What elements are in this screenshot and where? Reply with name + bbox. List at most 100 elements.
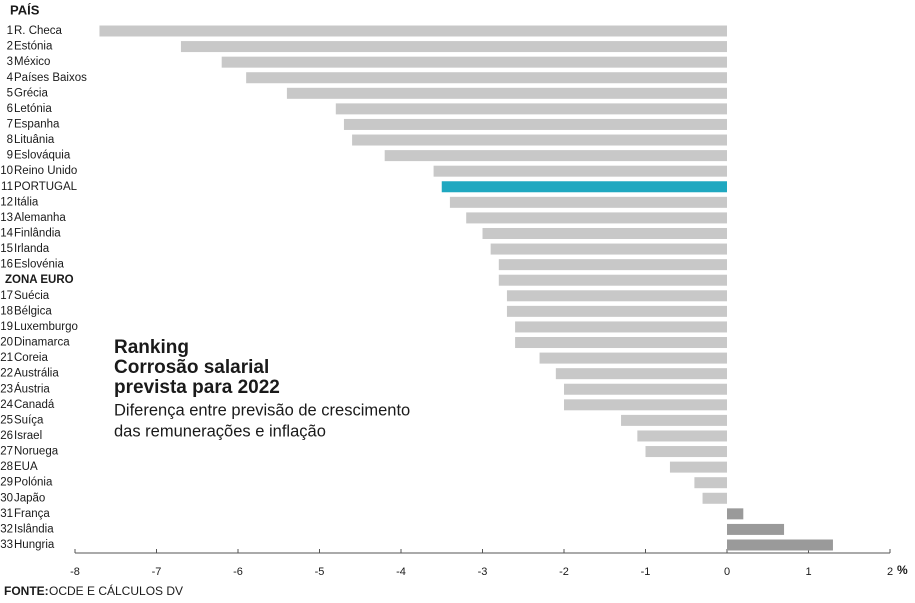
- rank-label: 4: [7, 72, 14, 84]
- rank-label: 2: [7, 41, 13, 53]
- category-label: Canadá: [14, 399, 55, 411]
- bar: [286, 87, 727, 99]
- category-label: Áustria: [14, 382, 50, 395]
- rank-label: 11: [1, 181, 13, 193]
- x-tick-label: 1: [805, 566, 811, 578]
- bar: [449, 196, 727, 208]
- bar: [466, 212, 727, 224]
- category-label: ZONA EURO: [5, 274, 74, 286]
- bar: [564, 399, 727, 411]
- column-header: PAÍS: [10, 2, 40, 17]
- x-tick-label: -5: [315, 566, 325, 578]
- rank-label: 29: [0, 477, 13, 489]
- rank-label: 20: [0, 337, 13, 349]
- rank-label: 15: [0, 243, 13, 255]
- bar: [506, 290, 727, 302]
- bar: [727, 523, 785, 535]
- unit-label: %: [897, 563, 908, 577]
- bar: [490, 243, 727, 255]
- bar: [498, 274, 727, 286]
- bar: [482, 227, 727, 239]
- category-label: Irlanda: [14, 243, 50, 255]
- bar: [702, 492, 727, 504]
- bar: [498, 259, 727, 271]
- bar: [555, 368, 727, 380]
- rank-label: 16: [0, 259, 13, 271]
- bar: [99, 25, 727, 37]
- rank-label: 25: [0, 414, 13, 426]
- rank-label: 28: [0, 461, 13, 473]
- category-label: Israel: [14, 430, 42, 442]
- bar: [669, 461, 727, 473]
- bar: [180, 41, 727, 53]
- x-tick-label: 0: [724, 566, 730, 578]
- category-label: Dinamarca: [14, 337, 70, 349]
- bar: [564, 383, 727, 395]
- category-label: PORTUGAL: [14, 181, 78, 193]
- category-label: Itália: [14, 196, 39, 208]
- rank-label: 22: [0, 368, 13, 380]
- category-label: Grécia: [14, 87, 48, 99]
- bar: [506, 305, 727, 317]
- bar: [727, 508, 744, 520]
- rank-label: 30: [0, 492, 13, 504]
- x-tick-label: -4: [396, 566, 406, 578]
- category-label: R. Checa: [14, 25, 63, 37]
- subtitle: Diferença entre previsão de crescimento: [114, 401, 410, 419]
- subtitle: das remunerações e inflação: [114, 422, 326, 440]
- rank-label: 6: [7, 103, 13, 115]
- bar: [441, 181, 727, 193]
- category-label: Alemanha: [14, 212, 66, 224]
- rank-label: 8: [7, 134, 13, 146]
- category-label: Bélgica: [14, 305, 52, 317]
- bar: [433, 165, 727, 177]
- category-label: Luxemburgo: [14, 321, 78, 333]
- rank-label: 21: [0, 352, 13, 364]
- bar: [694, 477, 727, 489]
- rank-label: 31: [0, 508, 13, 520]
- source-label: FONTE:: [4, 584, 49, 598]
- category-label: Países Baixos: [14, 72, 87, 84]
- category-label: Austrália: [14, 368, 59, 380]
- category-label: Coreia: [14, 352, 48, 364]
- chart-title: prevista para 2022: [114, 377, 280, 398]
- bar: [335, 103, 727, 115]
- category-label: Espanha: [14, 118, 60, 130]
- category-label: Suíça: [14, 414, 44, 426]
- rank-label: 14: [0, 228, 13, 240]
- category-label: Reino Unido: [14, 165, 77, 177]
- rank-label: 1: [7, 25, 13, 37]
- rank-label: 13: [0, 212, 13, 224]
- rank-label: 17: [0, 290, 13, 302]
- rank-label: 7: [7, 118, 13, 130]
- bar: [645, 446, 727, 458]
- category-label: Suécia: [14, 290, 50, 302]
- bar: [727, 539, 833, 551]
- x-tick-label: -7: [152, 566, 162, 578]
- bar: [621, 414, 727, 426]
- category-label: Eslovénia: [14, 259, 64, 271]
- category-label: Letónia: [14, 103, 52, 115]
- rank-label: 9: [7, 150, 13, 162]
- category-label: Finlândia: [14, 228, 61, 240]
- rank-label: 5: [7, 87, 13, 99]
- category-label: França: [14, 508, 50, 520]
- category-label: Noruega: [14, 446, 59, 458]
- chart-title: Corrosão salarial: [114, 357, 269, 378]
- category-label: México: [14, 56, 50, 68]
- category-label: Lituânia: [14, 134, 55, 146]
- bar: [343, 118, 727, 130]
- rank-label: 27: [0, 446, 13, 458]
- category-label: EUA: [14, 461, 38, 473]
- bar: [221, 56, 727, 68]
- rank-label: 19: [0, 321, 13, 333]
- category-label: Polónia: [14, 477, 53, 489]
- source: OCDE E CÁLCULOS DV: [49, 583, 183, 598]
- kicker: Ranking: [114, 337, 189, 358]
- x-tick-label: -1: [641, 566, 651, 578]
- x-tick-label: -6: [233, 566, 243, 578]
- rank-label: 18: [0, 305, 13, 317]
- category-label: Japão: [14, 492, 45, 504]
- bar: [352, 134, 727, 146]
